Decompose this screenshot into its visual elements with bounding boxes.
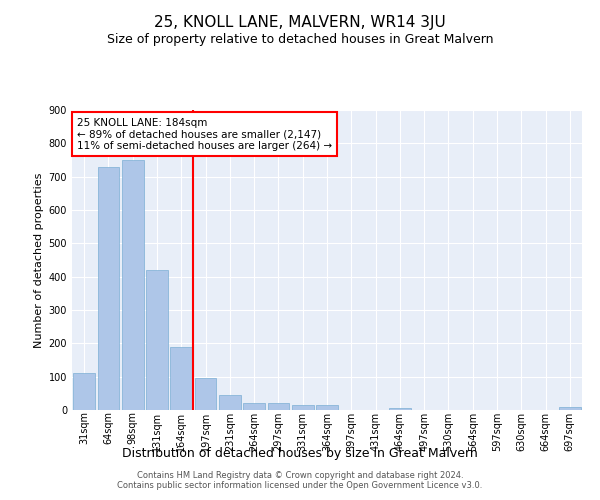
Text: 25, KNOLL LANE, MALVERN, WR14 3JU: 25, KNOLL LANE, MALVERN, WR14 3JU — [154, 15, 446, 30]
Text: Size of property relative to detached houses in Great Malvern: Size of property relative to detached ho… — [107, 32, 493, 46]
Bar — [73, 374, 95, 410]
Y-axis label: Number of detached properties: Number of detached properties — [34, 172, 44, 348]
Bar — [316, 405, 338, 410]
Text: 25 KNOLL LANE: 184sqm
← 89% of detached houses are smaller (2,147)
11% of semi-d: 25 KNOLL LANE: 184sqm ← 89% of detached … — [77, 118, 332, 150]
Text: Contains HM Land Registry data © Crown copyright and database right 2024.
Contai: Contains HM Land Registry data © Crown c… — [118, 470, 482, 490]
Bar — [389, 408, 411, 410]
Bar — [97, 166, 119, 410]
Text: Distribution of detached houses by size in Great Malvern: Distribution of detached houses by size … — [122, 448, 478, 460]
Bar — [268, 404, 289, 410]
Bar — [170, 346, 192, 410]
Bar — [122, 160, 143, 410]
Bar — [559, 408, 581, 410]
Bar — [194, 378, 217, 410]
Bar — [243, 404, 265, 410]
Bar — [219, 395, 241, 410]
Bar — [292, 405, 314, 410]
Bar — [146, 270, 168, 410]
